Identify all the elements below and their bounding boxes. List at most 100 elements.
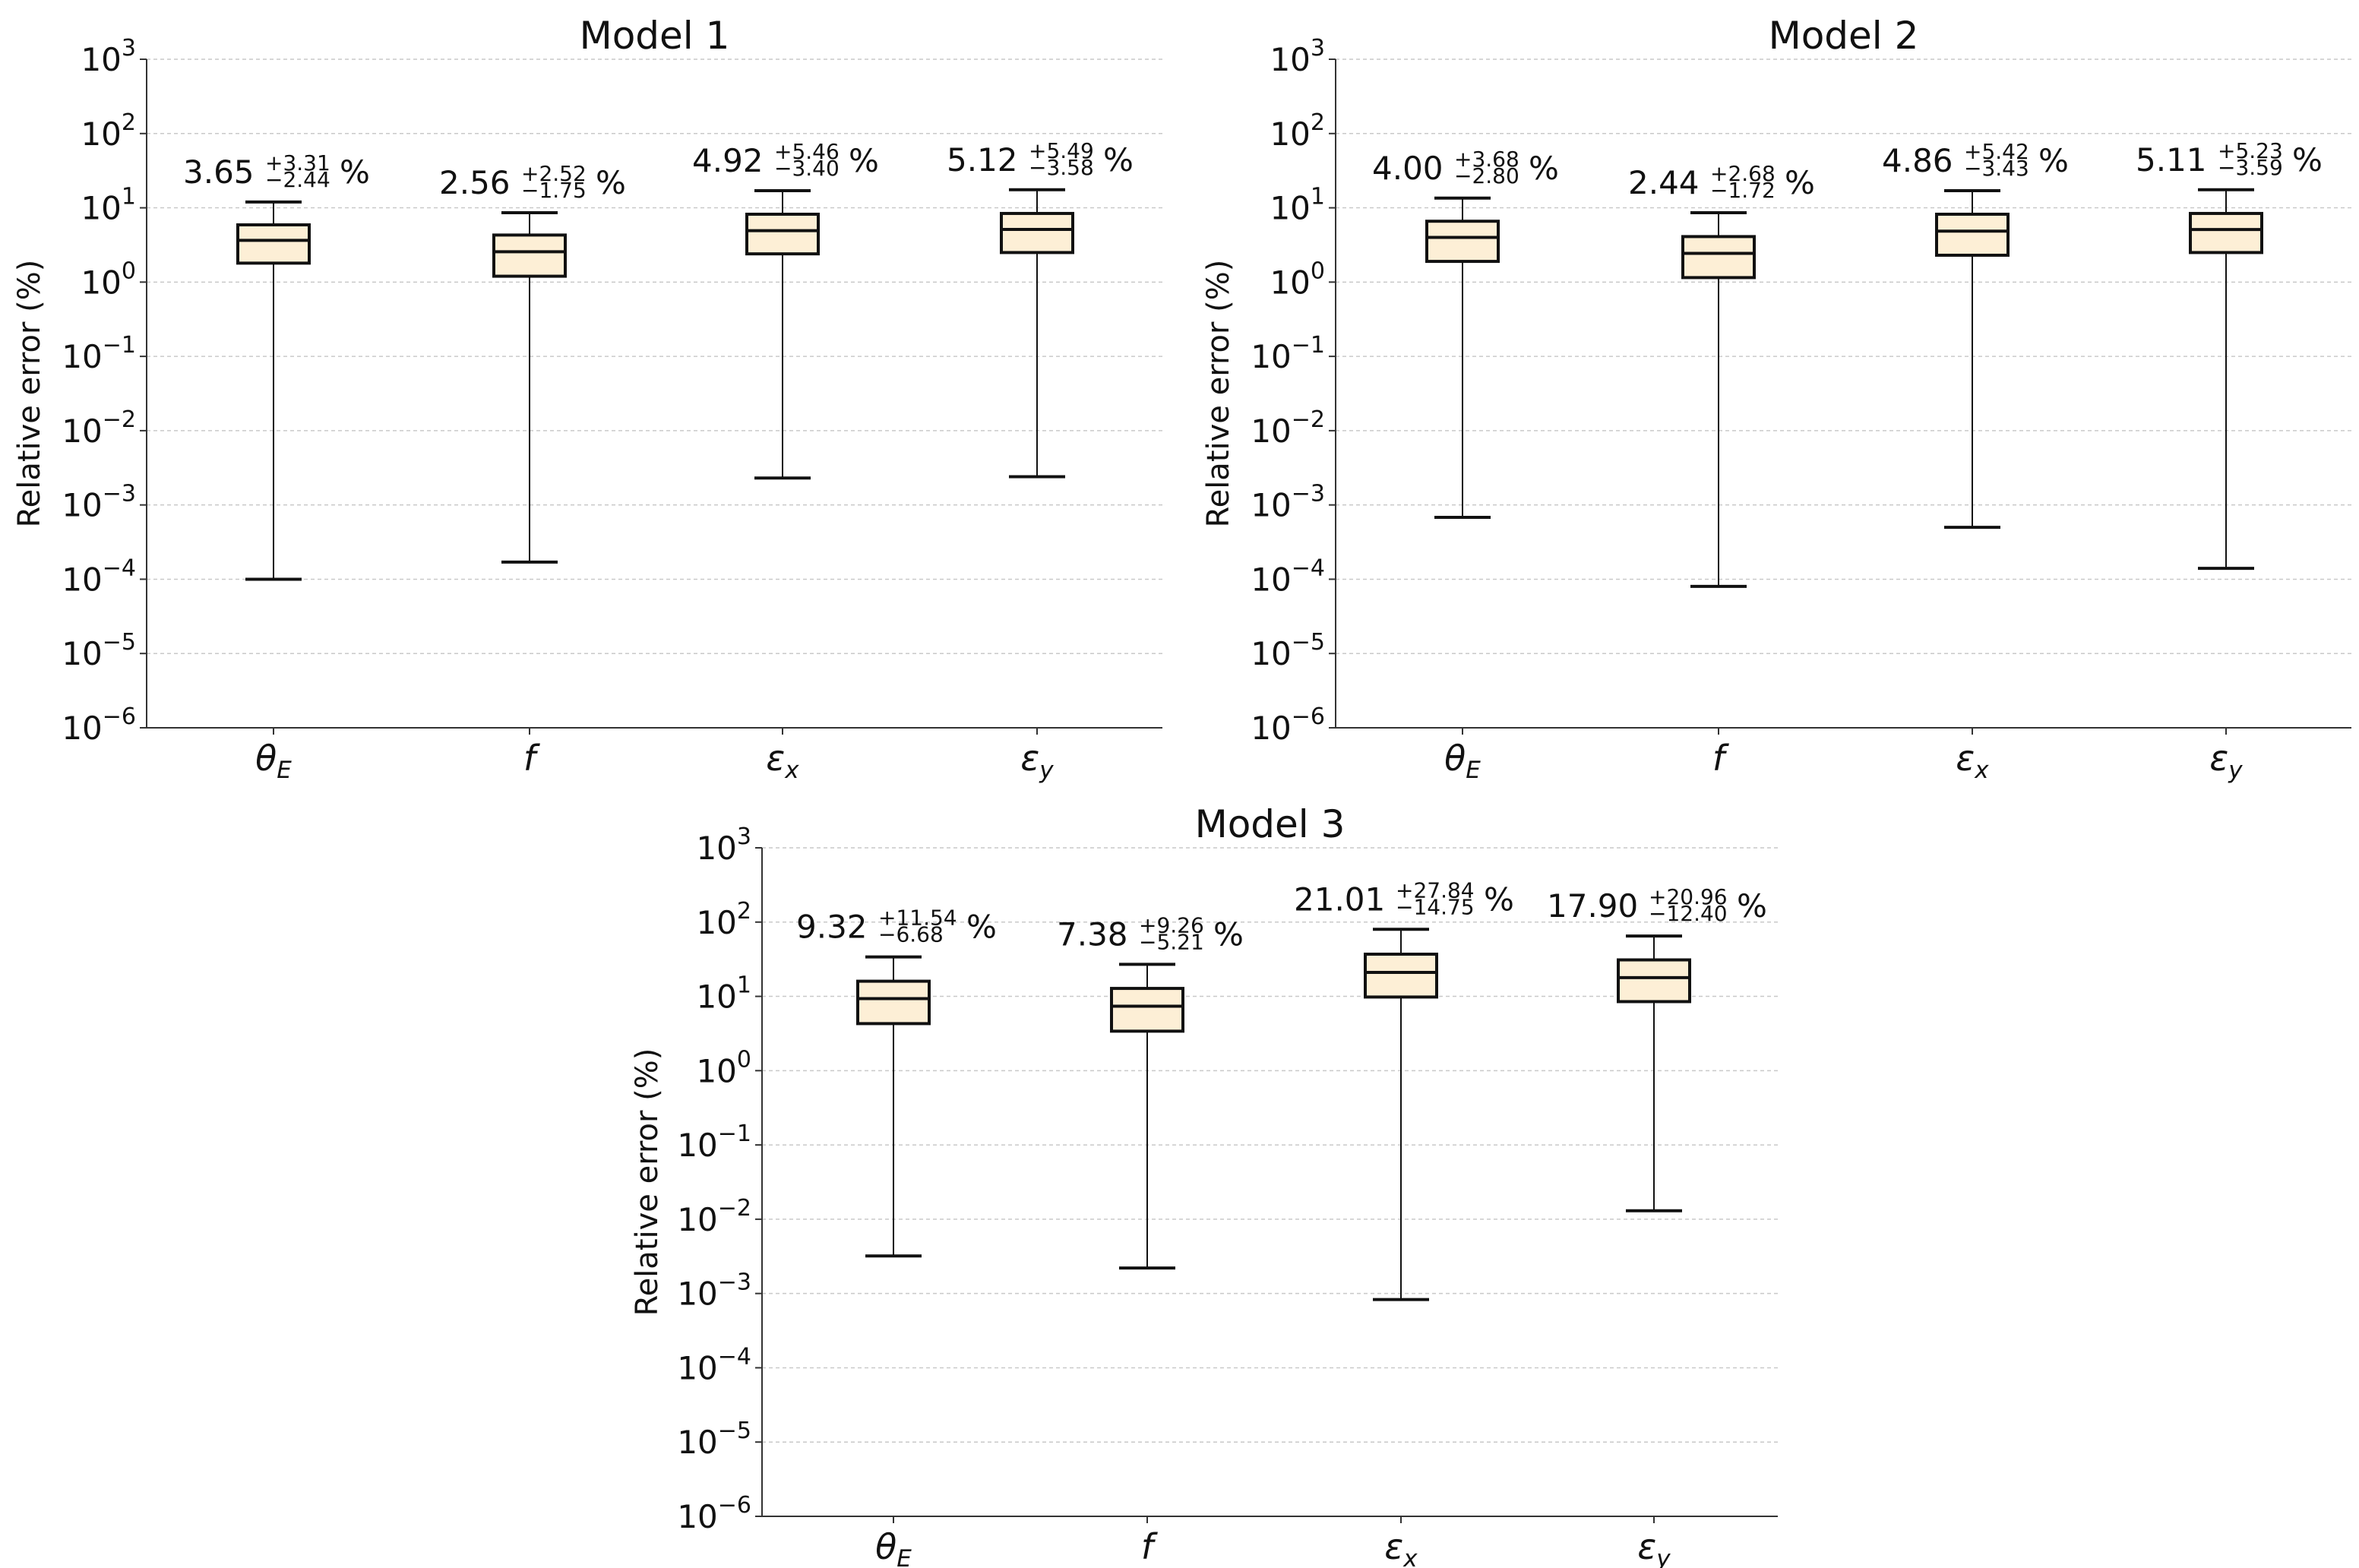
y-tick-base: 10 [1270,190,1310,227]
box-annotation: 3.65 +3.31−2.44% [183,150,370,192]
x-tick-label: f [523,738,540,779]
annotation-value: 4.00 [1372,150,1444,187]
annotation-minus: −3.59 [2218,155,2283,180]
chart-title: Model 3 [1195,802,1346,846]
y-tick-exponent: 3 [737,824,751,850]
y-tick-base: 10 [677,1276,717,1313]
y-axis-label: Relative error (%) [12,260,47,528]
y-tick-label: 10−4 [62,555,136,598]
y-tick-label: 10−5 [1251,629,1325,672]
annotation-unit: % [966,909,997,946]
annotation-unit: % [596,164,626,201]
x-tick-symbol: θ [1444,738,1466,779]
box [856,979,931,1026]
x-tick-subscript: y [1655,1545,1671,1568]
annotation-unit: % [849,142,879,179]
x-tick-subscript: x [1974,757,1989,784]
y-tick-base: 10 [1251,635,1291,672]
y-tick-base: 10 [81,264,121,301]
box [236,223,311,265]
annotation-minus: −1.75 [521,178,587,203]
y-tick-label: 10−6 [1251,703,1325,747]
x-tick-label: εy [2209,738,2243,784]
annotation-plus: +2.52 [521,161,587,186]
box-annotation: 5.12 +5.49−3.58% [947,138,1134,180]
y-tick-exponent: −3 [718,1269,751,1296]
y-tick-base: 10 [62,561,102,598]
x-tick-symbol: ε [1384,1526,1403,1567]
y-tick-base: 10 [696,904,736,941]
y-tick-base: 10 [677,1424,717,1461]
y-tick-label: 10−6 [62,703,136,747]
y-tick-exponent: 0 [737,1046,751,1073]
y-tick-exponent: 2 [737,898,751,925]
y-tick-label: 101 [81,184,136,227]
y-tick-base: 10 [62,710,102,747]
box [745,212,820,256]
y-tick-label: 10−1 [677,1121,751,1164]
box [1681,235,1756,280]
chart-title: Model 2 [1769,14,1919,58]
x-tick-subscript: x [1402,1545,1418,1568]
x-tick-subscript: x [784,757,799,784]
x-tick-symbol: ε [1956,738,1975,779]
y-tick-exponent: 1 [122,184,136,210]
box [492,233,567,278]
y-tick-label: 103 [81,35,136,78]
y-tick-exponent: −6 [103,703,136,730]
y-tick-exponent: −3 [1292,481,1325,507]
y-tick-exponent: −1 [103,332,136,359]
y-axis-label: Relative error (%) [630,1048,665,1317]
y-tick-base: 10 [696,1052,736,1089]
x-tick-label: εy [1637,1526,1671,1568]
annotation-value: 2.44 [1628,164,1700,201]
chart-title: Model 1 [580,14,730,58]
box-annotation: 21.01 +27.84−14.75% [1294,877,1514,919]
y-tick-base: 10 [81,41,121,78]
x-tick-label: f [1141,1526,1158,1567]
x-tick-symbol: θ [255,738,277,779]
y-tick-label: 10−5 [677,1418,751,1461]
x-tick-subscript: E [1466,757,1481,784]
x-tick-label: f [1712,738,1729,779]
x-tick-symbol: ε [1020,738,1039,779]
box [1000,211,1074,254]
y-tick-label: 10−2 [1251,406,1325,450]
annotation-unit: % [2292,141,2323,179]
y-tick-exponent: −5 [1292,629,1325,656]
annotation-minus: −2.44 [265,167,330,192]
box-annotation: 4.92 +5.46−3.40% [692,139,879,181]
y-tick-base: 10 [677,1498,717,1535]
annotation-unit: % [1529,150,1559,187]
x-tick-label: θE [255,738,292,784]
y-tick-exponent: 3 [122,35,136,62]
box-annotation: 4.00 +3.68−2.80% [1372,147,1559,188]
x-tick-subscript: y [2228,757,2243,784]
y-tick-exponent: −6 [1292,703,1325,730]
x-tick-symbol: f [523,738,540,779]
y-tick-base: 10 [1251,338,1291,375]
y-tick-label: 102 [696,898,751,941]
annotation-minus: −2.80 [1454,163,1519,188]
y-tick-label: 101 [1270,184,1325,227]
y-tick-exponent: 2 [122,109,136,136]
y-tick-base: 10 [1270,264,1310,301]
x-tick-subscript: E [277,757,292,784]
y-tick-label: 10−5 [62,629,136,672]
y-tick-label: 100 [1270,258,1325,301]
y-tick-exponent: 2 [1311,109,1325,136]
y-tick-base: 10 [81,115,121,153]
y-tick-label: 10−3 [677,1269,751,1313]
annotation-minus: −12.40 [1649,901,1728,926]
annotation-minus: −14.75 [1396,894,1475,919]
y-tick-exponent: −4 [1292,555,1325,581]
y-tick-base: 10 [62,635,102,672]
x-tick-symbol: f [1141,1526,1158,1567]
y-tick-exponent: 0 [122,258,136,284]
annotation-minus: −6.68 [878,922,944,947]
y-tick-base: 10 [677,1349,717,1386]
annotation-minus: −5.21 [1139,929,1204,954]
